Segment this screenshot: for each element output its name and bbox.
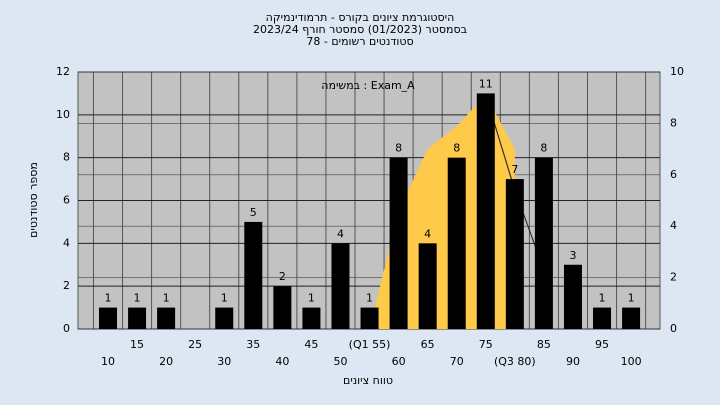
- y-tick-label: 0: [63, 322, 70, 335]
- y2-tick-label: 6: [670, 168, 677, 181]
- data-label: 5: [250, 206, 257, 219]
- x-axis-label: טווח ציונים: [343, 374, 393, 387]
- data-label: 8: [453, 142, 460, 155]
- x-tick-label: 20: [159, 355, 173, 368]
- bar: [534, 157, 553, 329]
- y-tick-label: 8: [63, 151, 70, 164]
- x-tick-label: 95: [595, 338, 609, 351]
- data-label: 8: [395, 142, 402, 155]
- chart-subtitle: סטודנטים רשומים - 78: [306, 35, 413, 48]
- data-label: 1: [628, 292, 635, 305]
- data-label: 3: [569, 249, 576, 262]
- bar: [389, 157, 408, 329]
- x-tick-label: 90: [566, 355, 580, 368]
- bar: [622, 307, 641, 329]
- data-label: 7: [511, 163, 518, 176]
- x-tick-label: (Q3 80): [494, 355, 536, 368]
- y2-tick-label: 4: [670, 219, 677, 232]
- x-tick-label: 75: [479, 338, 493, 351]
- data-label: 1: [163, 292, 170, 305]
- annotation: במשימה : Exam_A: [321, 79, 415, 92]
- chart-subtitle: בסמסטר (01/2023) סמסטר חורף 2023/24: [253, 23, 467, 36]
- x-tick-label: 10: [101, 355, 115, 368]
- x-tick-label: 30: [217, 355, 231, 368]
- y-tick-label: 2: [63, 279, 70, 292]
- chart-title: היסטוגרמת ציונים בקורס - תרמודינמיקה: [266, 11, 455, 24]
- data-label: 1: [599, 292, 606, 305]
- bar: [128, 307, 147, 329]
- y-tick-label: 4: [63, 236, 70, 249]
- data-label: 11: [479, 77, 493, 90]
- data-label: 8: [540, 142, 547, 155]
- x-tick-label: 65: [421, 338, 435, 351]
- bar: [215, 307, 234, 329]
- y2-tick-label: 2: [670, 271, 677, 284]
- x-tick-label: 35: [246, 338, 260, 351]
- data-label: 1: [221, 292, 228, 305]
- x-tick-label: 100: [621, 355, 642, 368]
- y-axis-label: מספר סטודנטים: [27, 162, 40, 238]
- y-tick-label: 10: [56, 108, 70, 121]
- bar: [505, 179, 524, 329]
- data-label: 1: [105, 292, 112, 305]
- y-tick-label: 6: [63, 194, 70, 207]
- x-tick-label: 85: [537, 338, 551, 351]
- y2-tick-label: 10: [670, 65, 684, 78]
- bar: [99, 307, 117, 329]
- x-tick-label: 15: [130, 338, 144, 351]
- x-tick-label: (Q1 55): [349, 338, 391, 351]
- x-tick-label: 25: [188, 338, 202, 351]
- data-label: 1: [366, 292, 373, 305]
- x-tick-label: 50: [333, 355, 347, 368]
- x-tick-label: 45: [304, 338, 318, 351]
- data-label: 1: [134, 292, 141, 305]
- x-tick-label: 40: [275, 355, 289, 368]
- data-label: 4: [337, 227, 344, 240]
- bar: [418, 243, 437, 329]
- bar: [447, 157, 466, 329]
- x-tick-label: 70: [450, 355, 464, 368]
- bar: [273, 286, 292, 329]
- data-label: 4: [424, 227, 431, 240]
- x-tick-label: 60: [392, 355, 406, 368]
- bar: [593, 307, 612, 329]
- y-tick-label: 12: [56, 65, 70, 78]
- bar: [331, 243, 350, 329]
- y2-tick-label: 0: [670, 322, 677, 335]
- bar: [360, 307, 379, 329]
- bar: [244, 221, 263, 329]
- y2-tick-label: 8: [670, 116, 677, 129]
- bar: [157, 307, 176, 329]
- data-label: 2: [279, 270, 286, 283]
- bar: [476, 93, 495, 330]
- bar: [563, 264, 582, 329]
- bar: [302, 307, 321, 329]
- data-label: 1: [308, 292, 315, 305]
